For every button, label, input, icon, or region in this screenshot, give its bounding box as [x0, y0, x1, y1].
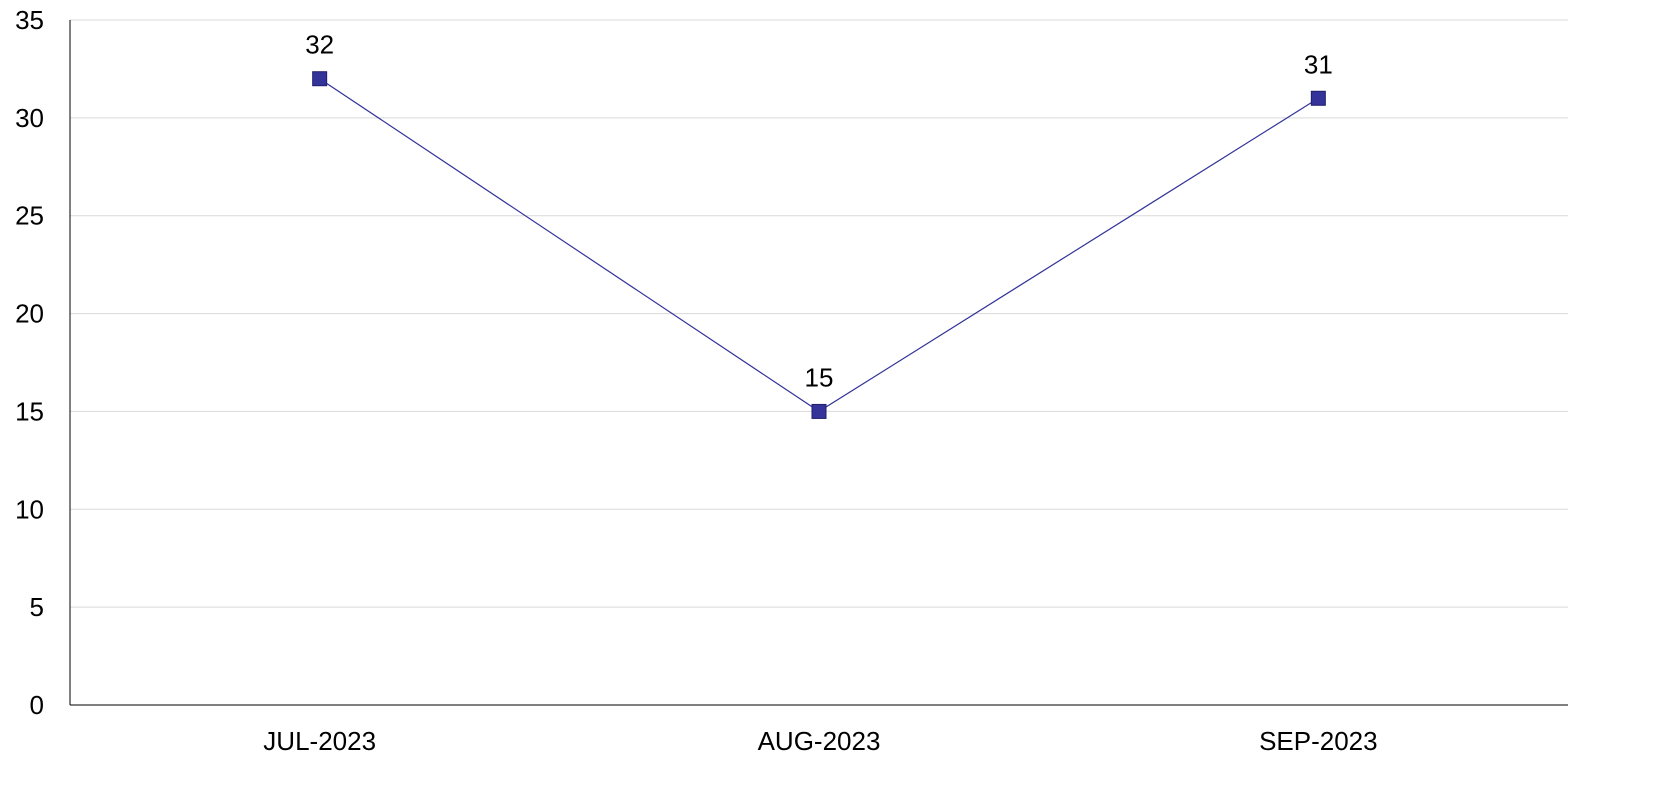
x-tick-label: AUG-2023 [758, 726, 881, 756]
x-tick-label: SEP-2023 [1259, 726, 1378, 756]
data-point-marker [312, 71, 328, 87]
data-label: 15 [805, 362, 834, 392]
x-axis-tick-labels: JUL-2023 AUG-2023 SEP-2023 [263, 726, 1377, 756]
y-tick-label: 25 [15, 201, 44, 231]
data-point-marker [1310, 90, 1326, 106]
y-tick-label: 20 [15, 299, 44, 329]
y-tick-label: 15 [15, 396, 44, 426]
x-tick-label: JUL-2023 [263, 726, 376, 756]
grid-lines [70, 19, 1568, 608]
data-point-marker [811, 403, 827, 419]
y-tick-label: 35 [15, 5, 44, 35]
y-tick-label: 30 [15, 103, 44, 133]
series-markers [312, 71, 1326, 419]
y-tick-label: 10 [15, 494, 44, 524]
y-tick-label: 0 [30, 690, 44, 720]
data-labels: 32 15 31 [305, 30, 1333, 393]
y-axis-tick-labels: 0 5 10 15 20 25 30 35 [15, 5, 44, 720]
axes [69, 20, 1568, 706]
data-label: 31 [1304, 49, 1333, 79]
data-label: 32 [305, 30, 334, 60]
y-tick-label: 5 [30, 592, 44, 622]
